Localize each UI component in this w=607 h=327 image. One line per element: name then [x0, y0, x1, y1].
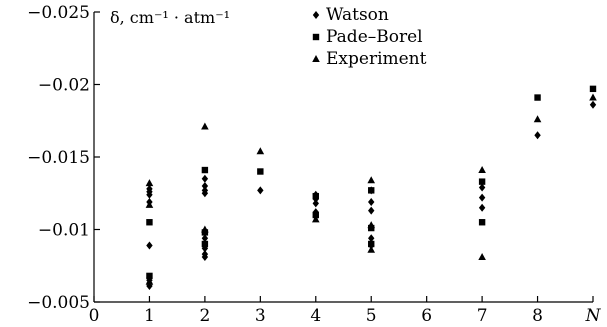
diamond-marker-point	[201, 189, 209, 198]
square-marker-point	[589, 85, 597, 93]
square-marker-point	[201, 166, 209, 174]
diamond-marker-point	[201, 234, 209, 243]
legend-square-icon	[312, 33, 320, 41]
x-tick-label: 3	[255, 306, 266, 326]
x-tick-label: 4	[310, 306, 321, 326]
x-tick-label: 8	[532, 306, 543, 326]
triangle-marker-point	[256, 147, 265, 155]
diamond-marker-point	[478, 183, 486, 192]
triangle-marker-point	[201, 225, 209, 233]
triangle-marker-point	[367, 176, 376, 184]
x-tick-label: 7	[477, 306, 488, 326]
square-marker-point	[368, 240, 375, 248]
diamond-marker-point	[368, 234, 375, 243]
diamond-marker-point	[368, 206, 375, 215]
triangle-marker-point	[145, 277, 154, 285]
triangle-marker-point	[478, 253, 486, 261]
square-marker-point	[146, 272, 153, 280]
diamond-marker-point	[589, 100, 597, 109]
data-points	[145, 85, 597, 291]
x-tick-label: 2	[199, 306, 210, 326]
y-tick-label: −0.025	[27, 3, 90, 23]
y-axis-ticks: −0.025 −0.02 −0.015 −0.01 −0.005	[27, 3, 100, 313]
triangle-marker-point	[367, 221, 376, 229]
diamond-marker-point	[534, 131, 541, 140]
legend-label: Watson	[326, 5, 389, 25]
square-marker-point	[368, 187, 375, 194]
y-tick-label: −0.01	[38, 221, 90, 241]
triangle-marker-point	[201, 122, 209, 130]
square-marker-point	[478, 178, 486, 185]
triangle-marker-point	[533, 115, 542, 123]
triangle-marker-point	[311, 215, 320, 223]
x-tick-label: 1	[144, 306, 155, 326]
triangle-marker-point	[145, 179, 154, 187]
y-axis-label: δ, cm⁻¹ · atm⁻¹	[110, 8, 230, 27]
triangle-marker-point	[367, 245, 376, 253]
diamond-marker-point	[478, 203, 486, 212]
y-tick-label: −0.005	[27, 293, 90, 313]
square-marker-point	[146, 219, 153, 226]
diamond-marker-point	[257, 186, 264, 195]
square-marker-point	[257, 168, 264, 175]
square-marker-point	[478, 219, 486, 226]
square-marker-point	[534, 94, 541, 101]
x-tick-label: 6	[421, 306, 432, 326]
diamond-marker-point	[201, 174, 209, 183]
x-axis-ticks: 0 1 2 3 4 5 6 7 8 N	[89, 296, 602, 326]
triangle-marker-point	[589, 93, 597, 101]
x-tick-label: 5	[366, 306, 377, 326]
diamond-marker-point	[201, 182, 209, 190]
legend-triangle-icon	[312, 55, 320, 62]
square-marker-point	[201, 240, 209, 248]
x-tick-label: 0	[89, 306, 100, 326]
square-marker-point	[312, 211, 319, 219]
diamond-marker-point	[312, 199, 319, 208]
diamond-marker-point	[201, 244, 209, 253]
x-tick-label: N	[585, 306, 602, 326]
diamond-marker-point	[201, 253, 209, 262]
y-tick-label: −0.02	[38, 76, 90, 96]
triangle-marker-point	[145, 200, 154, 208]
diamond-marker-point	[146, 190, 153, 199]
square-marker-point	[312, 192, 319, 200]
diamond-marker-point	[478, 193, 486, 202]
legend-label: Experiment	[326, 49, 427, 69]
legend-diamond-icon	[312, 11, 320, 19]
legend-label: Pade–Borel	[326, 27, 423, 47]
triangle-marker-point	[478, 166, 486, 174]
diamond-marker-point	[368, 197, 375, 206]
y-tick-label: −0.015	[27, 148, 90, 168]
diamond-marker-point	[146, 241, 153, 250]
